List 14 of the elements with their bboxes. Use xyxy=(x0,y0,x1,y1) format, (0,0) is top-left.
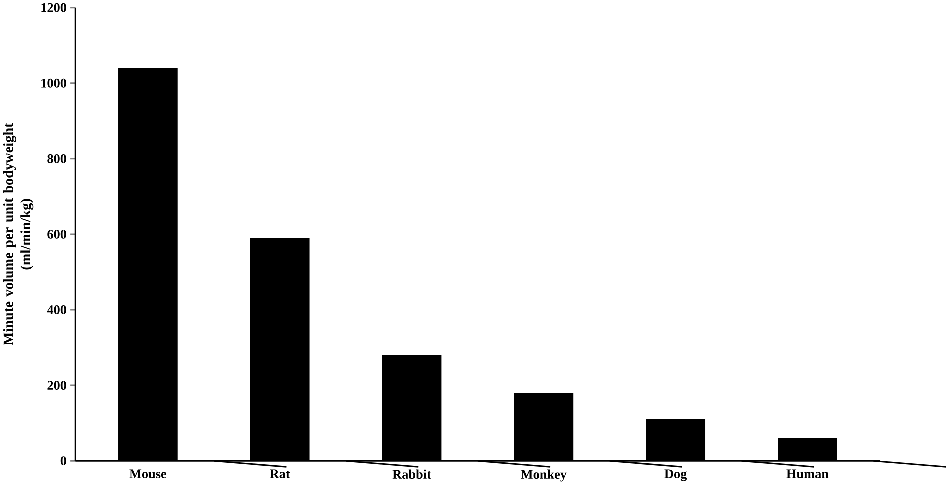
y-tick-label: 1200 xyxy=(42,3,66,12)
x-tick-label: Dog xyxy=(664,470,688,482)
x-tick-label: Rabbit xyxy=(392,470,432,479)
y-tick-label: 200 xyxy=(48,381,66,390)
x-tick-label: Rat xyxy=(270,470,290,478)
y-axis-title: Minute volume per unit bodyweight (ml/min/kg) xyxy=(3,123,34,346)
x-tick-label: Human xyxy=(786,470,829,478)
y-tick-label: 1000 xyxy=(42,78,66,88)
y-tick-label: 400 xyxy=(47,305,66,314)
x-tick-label: Mouse xyxy=(130,470,167,478)
y-tick-label: 800 xyxy=(48,154,66,164)
y-tick-label: 600 xyxy=(48,230,66,239)
x-tick-label: Monkey xyxy=(521,470,567,482)
y-tick-label: 0 xyxy=(60,456,66,466)
